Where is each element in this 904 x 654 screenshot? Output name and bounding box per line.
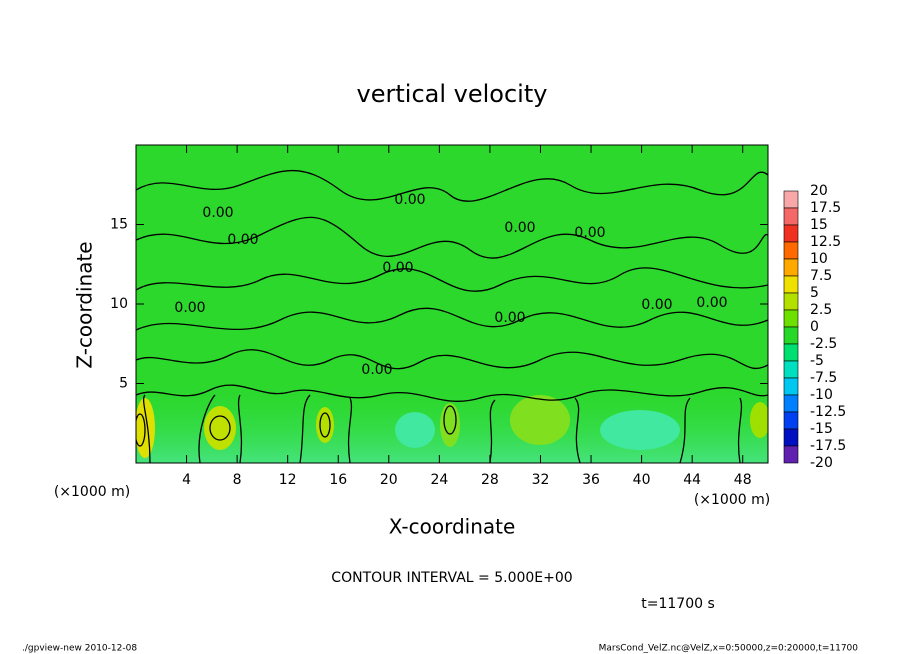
- x-tick-label: 24: [430, 472, 448, 488]
- y-tick-label: 5: [119, 376, 128, 392]
- time-label: t=11700 s: [641, 596, 715, 612]
- colorbar-swatch: [783, 275, 799, 294]
- colorbar-swatch: [783, 360, 799, 379]
- colorbar-swatch: [783, 428, 799, 447]
- x-tick-label: 4: [182, 472, 191, 488]
- x-tick-label: 32: [532, 472, 550, 488]
- colorbar-label: 15: [810, 217, 828, 233]
- contour-label: 0.00: [641, 297, 672, 313]
- x-tick-label: 20: [380, 472, 398, 488]
- contour-field: [136, 145, 768, 463]
- contour-label: 0.00: [202, 205, 233, 221]
- x-tick-label: 36: [582, 472, 600, 488]
- contour-label: 0.00: [382, 260, 413, 276]
- x-tick-label: 12: [279, 472, 297, 488]
- colorbar-swatch: [783, 377, 799, 396]
- x-axis-label: X-coordinate: [389, 515, 516, 539]
- colorbar-label: 2.5: [810, 302, 832, 318]
- x-tick-label: 44: [683, 472, 701, 488]
- x-tick-label: 28: [481, 472, 499, 488]
- contour-interval: CONTOUR INTERVAL = 5.000E+00: [331, 570, 572, 586]
- contour-label: 0.00: [504, 220, 535, 236]
- x-unit-right: (×1000 m): [694, 492, 770, 508]
- colorbar-label: 5: [810, 285, 819, 301]
- colorbar-label: -20: [810, 455, 833, 471]
- colorbar-label: -10: [810, 387, 833, 403]
- colorbar-swatch: [783, 258, 799, 277]
- colorbar-label: -15: [810, 421, 833, 437]
- contour-label: 0.00: [361, 362, 392, 378]
- colorbar-label: -17.5: [810, 438, 846, 454]
- x-tick-label: 8: [233, 472, 242, 488]
- contour-label: 0.00: [696, 295, 727, 311]
- colorbar-label: -2.5: [810, 336, 837, 352]
- colorbar-label: -5: [810, 353, 824, 369]
- y-axis-label: Z-coordinate: [73, 241, 97, 368]
- colorbar-swatch: [783, 292, 799, 311]
- contour-label: 0.00: [394, 192, 425, 208]
- colorbar-swatch: [783, 445, 799, 464]
- contour-label: 0.00: [174, 300, 205, 316]
- colorbar-label: 10: [810, 251, 828, 267]
- colorbar-swatch: [783, 309, 799, 328]
- colorbar-swatch: [783, 190, 799, 209]
- colorbar-label: 7.5: [810, 268, 832, 284]
- contour-label: 0.00: [574, 225, 605, 241]
- colorbar-swatch: [783, 411, 799, 430]
- colorbar-label: 0: [810, 319, 819, 335]
- x-unit-left: (×1000 m): [54, 484, 130, 500]
- y-tick-label: 10: [110, 296, 128, 312]
- colorbar-swatch: [783, 207, 799, 226]
- colorbar-label: 17.5: [810, 200, 841, 216]
- colorbar-label: 20: [810, 183, 828, 199]
- colorbar-swatch: [783, 241, 799, 260]
- colorbar-swatch: [783, 343, 799, 362]
- x-tick-label: 48: [734, 472, 752, 488]
- colorbar-swatch: [783, 224, 799, 243]
- colorbar-swatch: [783, 394, 799, 413]
- colorbar-label: -12.5: [810, 404, 846, 420]
- colorbar-swatch: [783, 326, 799, 345]
- y-tick-label: 15: [110, 217, 128, 233]
- contour-label: 0.00: [494, 310, 525, 326]
- x-tick-label: 16: [329, 472, 347, 488]
- footer-left: ./gpview-new 2010-12-08: [22, 644, 137, 654]
- footer-right: MarsCond_VelZ.nc@VelZ,x=0:50000,z=0:2000…: [599, 644, 859, 654]
- colorbar-label: -7.5: [810, 370, 837, 386]
- x-tick-label: 40: [633, 472, 651, 488]
- colorbar-label: 12.5: [810, 234, 841, 250]
- chart-title: vertical velocity: [357, 80, 548, 108]
- contour-label: 0.00: [227, 232, 258, 248]
